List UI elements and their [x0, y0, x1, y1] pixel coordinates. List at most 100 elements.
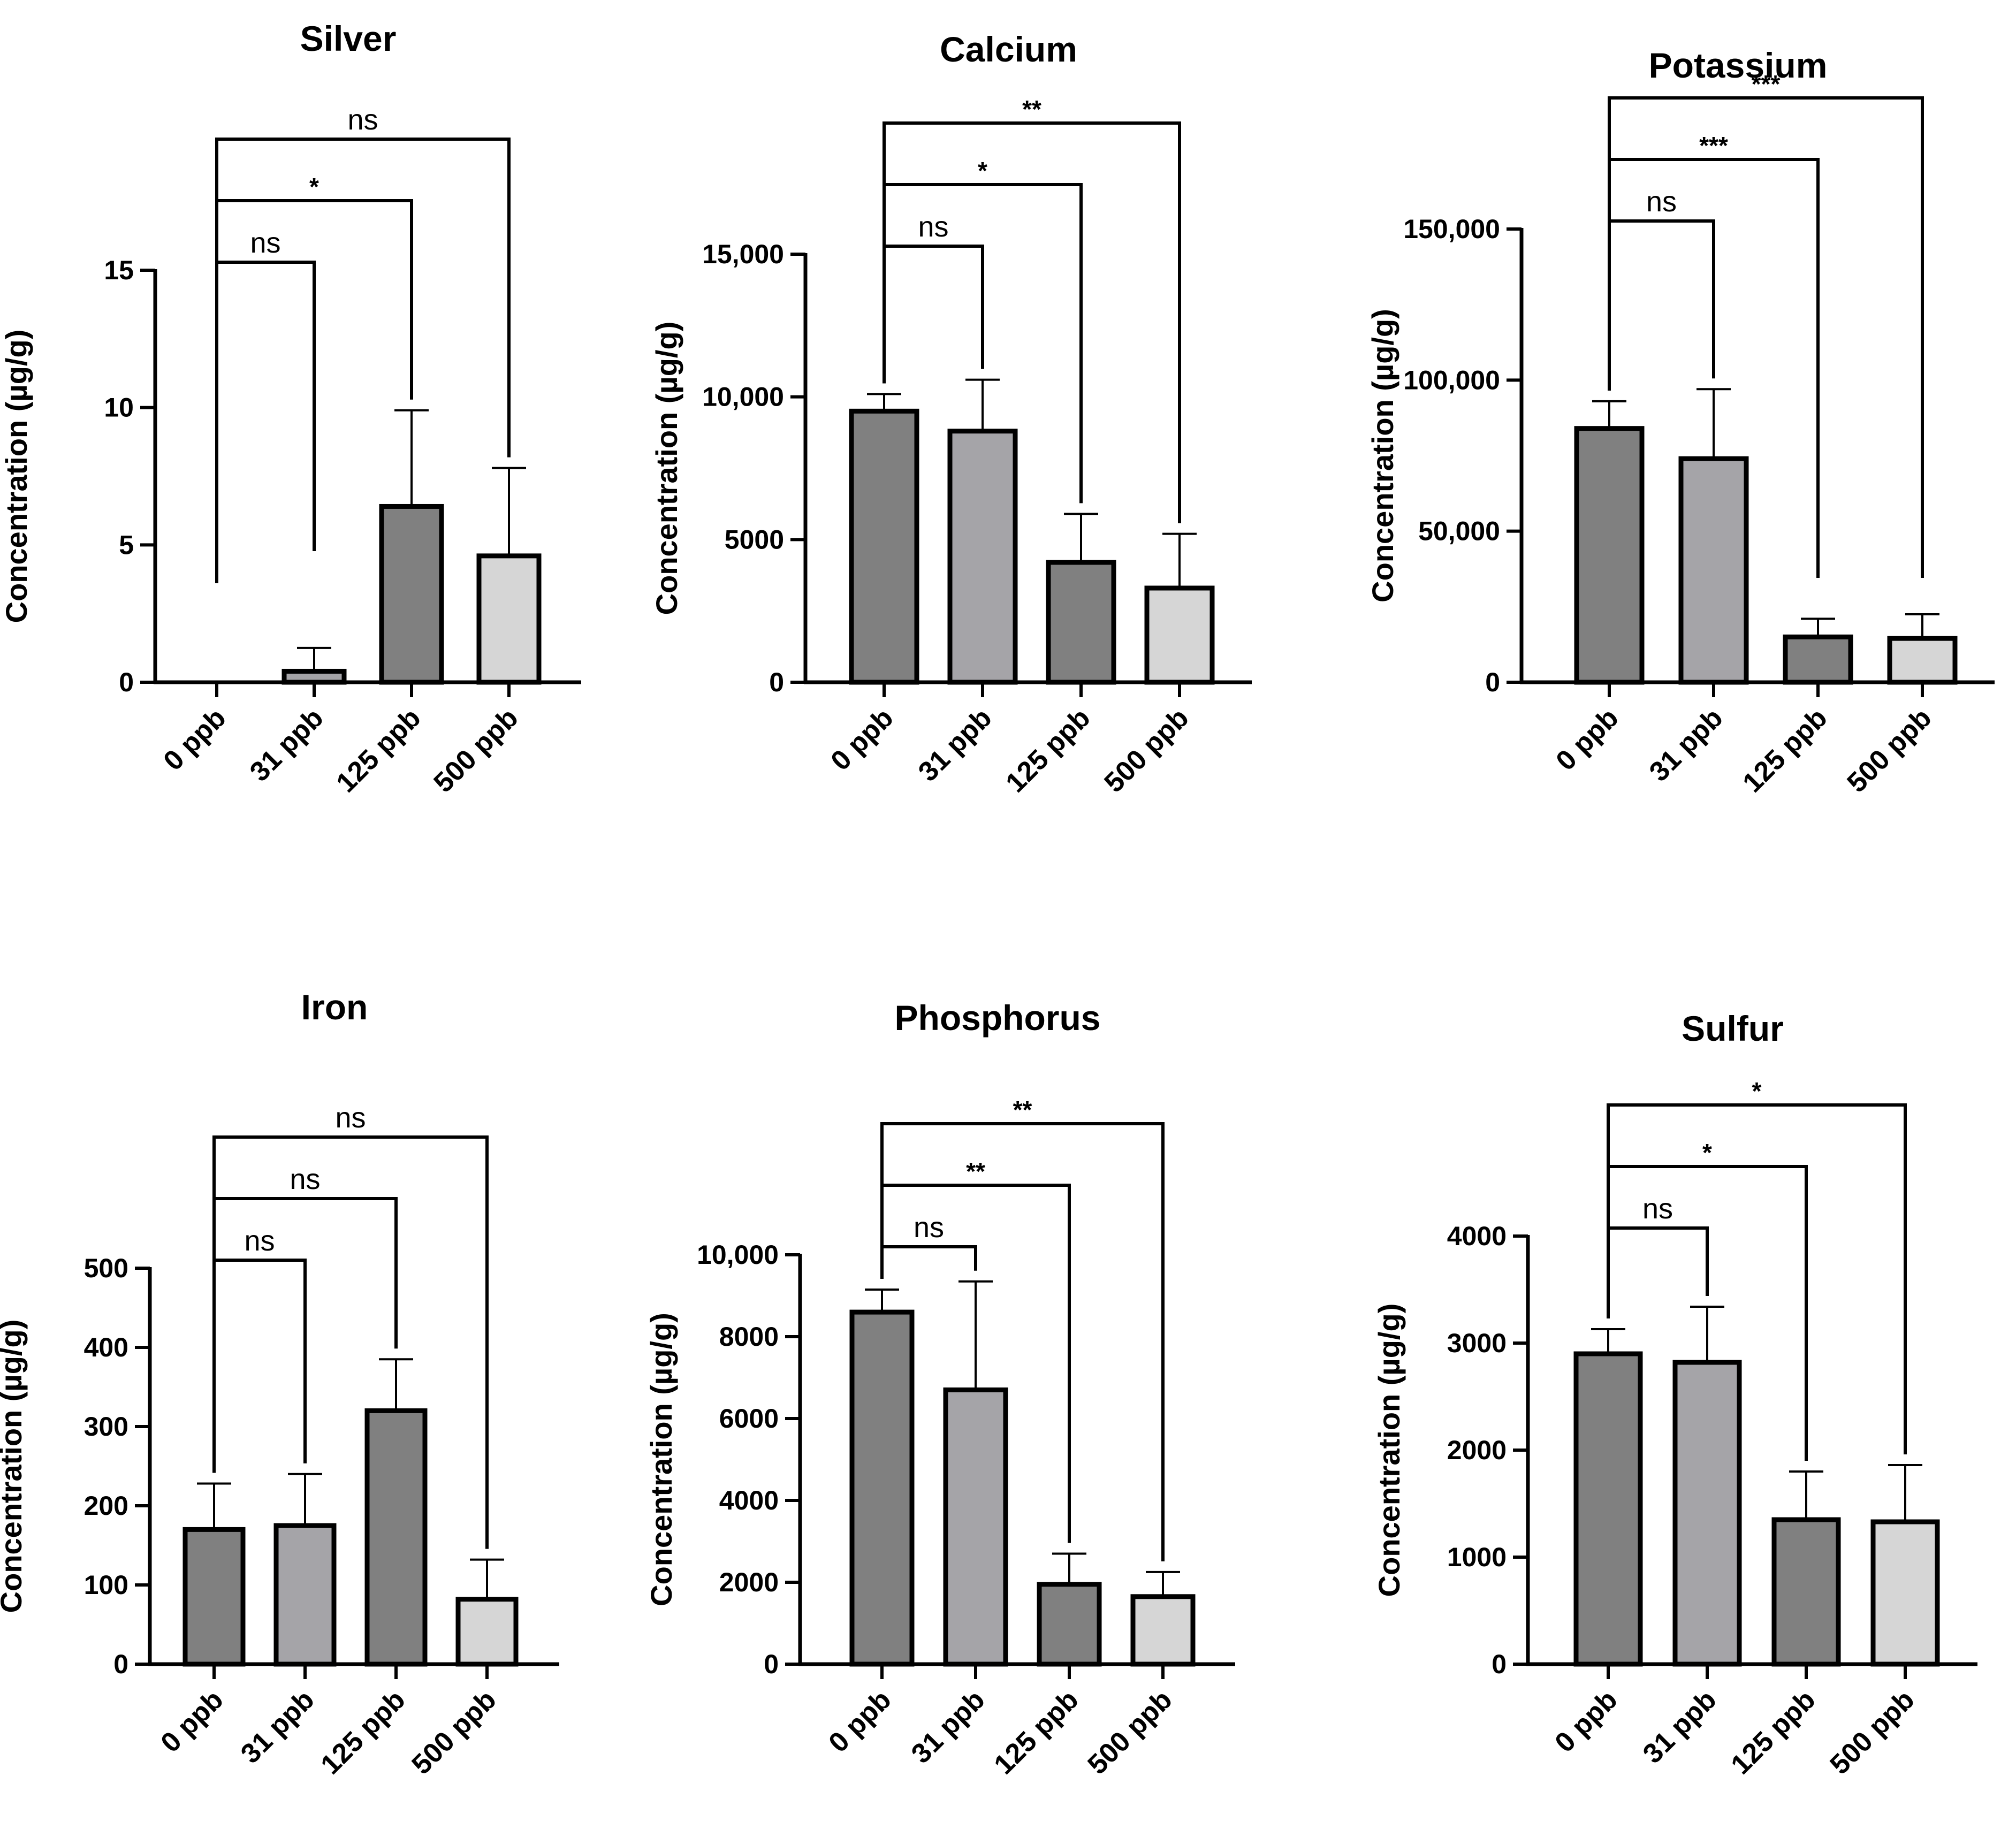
silver-bar: [476, 553, 542, 685]
iron-x-tick-label: 125 ppb: [315, 1684, 412, 1780]
iron-significance-bracket: [212, 1259, 307, 1473]
silver-significance-label: ns: [347, 104, 378, 136]
sulfur-significance-bracket: [1607, 1103, 1907, 1454]
potassium-x-tick-label: 31 ppb: [1644, 702, 1729, 788]
phosphorus-bar: [1037, 1582, 1102, 1667]
phosphorus-y-tick-label: 2000: [719, 1567, 779, 1597]
iron-x-tick-label: 0 ppb: [155, 1684, 229, 1758]
silver-significance-bracket: [215, 261, 316, 583]
sulfur-significance-label: ns: [1642, 1193, 1673, 1225]
sulfur-y-tick-label: 4000: [1447, 1221, 1507, 1251]
sulfur-bar: [1870, 1519, 1940, 1667]
calcium-y-axis-label: Concentration (µg/g): [650, 322, 683, 615]
calcium-significance-label: *: [978, 157, 987, 185]
iron-bar: [364, 1408, 428, 1667]
sulfur-x-tick-label: 31 ppb: [1637, 1684, 1723, 1770]
silver-x-tick-label: 0 ppb: [157, 702, 232, 776]
sulfur-chart-title: Sulfur: [1682, 1009, 1784, 1048]
sulfur-y-tick-label: 0: [1492, 1649, 1507, 1679]
iron-bar: [273, 1523, 337, 1667]
potassium-y-tick-label: 150,000: [1403, 214, 1500, 244]
silver-significance-label: ns: [250, 227, 280, 259]
silver-y-tick-label: 5: [119, 530, 134, 560]
potassium-significance-bracket: [1608, 219, 1715, 391]
calcium-x-tick-label: 31 ppb: [912, 702, 998, 788]
calcium-x-tick-label: 0 ppb: [825, 702, 899, 776]
phosphorus-significance-bracket: [880, 1122, 1165, 1561]
iron-significance-label: ns: [244, 1225, 275, 1257]
iron-y-axis-label: Concentration (µg/g): [0, 1320, 28, 1613]
calcium-significance-label: ns: [918, 211, 948, 243]
iron-chart-title: Iron: [301, 987, 368, 1027]
phosphorus-y-axis-label: Concentration (µg/g): [644, 1313, 678, 1606]
potassium-y-tick-label: 0: [1485, 667, 1500, 697]
silver-x-tick-label: 125 ppb: [331, 702, 427, 798]
calcium-y-tick-label: 5000: [725, 524, 784, 554]
iron-x-tick-label: 31 ppb: [235, 1684, 321, 1770]
silver-bar: [379, 504, 444, 685]
silver-significance-label: *: [309, 173, 319, 201]
phosphorus-bar: [943, 1387, 1008, 1667]
phosphorus-y-tick-label: 10,000: [697, 1240, 779, 1270]
potassium-x-tick-label: 500 ppb: [1842, 702, 1938, 798]
iron-x-tick-label: 500 ppb: [406, 1684, 503, 1780]
potassium-y-tick-label: 100,000: [1403, 365, 1500, 395]
phosphorus-bar: [849, 1309, 915, 1667]
sulfur-significance-label: *: [1752, 1077, 1762, 1105]
phosphorus-y-tick-label: 6000: [719, 1404, 779, 1434]
sulfur-x-tick-label: 0 ppb: [1549, 1684, 1623, 1758]
calcium-bar: [1144, 585, 1215, 685]
phosphorus-y-tick-label: 0: [764, 1649, 779, 1679]
sulfur-significance-bracket: [1607, 1226, 1709, 1318]
potassium-significance-label: ***: [1699, 132, 1728, 159]
iron-y-tick-label: 400: [84, 1332, 128, 1362]
iron-y-tick-label: 200: [84, 1491, 128, 1521]
iron-y-tick-label: 100: [84, 1570, 128, 1600]
potassium-x-tick-label: 0 ppb: [1550, 702, 1624, 776]
silver-chart-title: Silver: [300, 19, 397, 58]
silver-y-tick-label: 0: [119, 667, 134, 697]
phosphorus-x-tick-label: 0 ppb: [823, 1684, 897, 1758]
phosphorus-x-tick-label: 500 ppb: [1082, 1684, 1178, 1780]
calcium-y-tick-label: 15,000: [702, 239, 784, 269]
potassium-bar: [1783, 634, 1853, 685]
potassium-bar: [1887, 636, 1958, 685]
sulfur-bar: [1672, 1360, 1742, 1667]
potassium-bar: [1574, 426, 1645, 685]
phosphorus-significance-label: ns: [914, 1211, 944, 1244]
iron-y-tick-label: 500: [84, 1253, 128, 1283]
potassium-significance-label: ns: [1646, 186, 1677, 218]
phosphorus-significance-label: **: [1013, 1096, 1032, 1124]
phosphorus-significance-label: **: [966, 1157, 985, 1185]
calcium-x-tick-label: 125 ppb: [1000, 702, 1097, 798]
sulfur-significance-label: *: [1702, 1139, 1712, 1167]
iron-bar: [455, 1597, 519, 1667]
sulfur-y-axis-label: Concentration (µg/g): [1372, 1303, 1406, 1597]
sulfur-x-tick-label: 125 ppb: [1725, 1684, 1822, 1780]
sulfur-x-tick-label: 500 ppb: [1824, 1684, 1921, 1780]
potassium-y-axis-label: Concentration (µg/g): [1366, 309, 1399, 603]
calcium-significance-label: **: [1022, 95, 1041, 123]
iron-significance-label: ns: [290, 1163, 320, 1195]
sulfur-y-tick-label: 3000: [1447, 1328, 1507, 1358]
iron-y-tick-label: 300: [84, 1412, 128, 1442]
calcium-bar: [947, 429, 1018, 685]
silver-y-tick-label: 10: [104, 393, 134, 423]
phosphorus-bar: [1130, 1594, 1196, 1667]
phosphorus-chart-title: Phosphorus: [894, 998, 1100, 1038]
sulfur-y-tick-label: 2000: [1447, 1435, 1507, 1465]
potassium-significance-bracket: [1608, 96, 1924, 578]
phosphorus-significance-bracket: [880, 1245, 977, 1279]
calcium-y-tick-label: 0: [769, 667, 784, 697]
silver-y-axis-label: Concentration (µg/g): [0, 330, 33, 623]
calcium-significance-bracket: [883, 245, 984, 384]
potassium-y-tick-label: 50,000: [1418, 516, 1500, 546]
potassium-chart-title: Potassium: [1649, 45, 1828, 85]
silver-bar: [282, 668, 347, 685]
potassium-bar: [1678, 456, 1749, 685]
iron-y-tick-label: 0: [113, 1649, 128, 1679]
sulfur-bar: [1771, 1517, 1841, 1667]
potassium-x-tick-label: 125 ppb: [1737, 702, 1834, 798]
iron-significance-label: ns: [335, 1102, 366, 1134]
